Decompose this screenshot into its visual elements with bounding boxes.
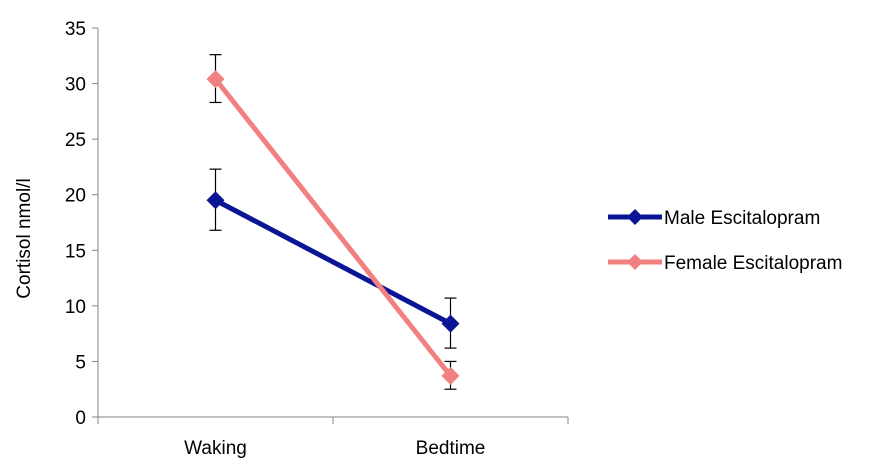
y-tick-label: 35 <box>65 19 86 40</box>
y-tick-label: 25 <box>65 130 86 151</box>
x-tick-label: Bedtime <box>416 438 486 459</box>
x-tick-label: Waking <box>184 438 247 459</box>
legend: Male Escitalopram Female Escitalopram <box>608 208 842 274</box>
legend-entry-2: Female Escitalopram <box>608 253 842 274</box>
data-point <box>441 314 460 333</box>
series-layer <box>206 54 460 390</box>
legend-label: Female Escitalopram <box>664 253 842 274</box>
data-point <box>441 366 460 385</box>
legend-swatch-marker <box>627 209 643 225</box>
axes: 0 5 10 15 20 25 30 35 Waking Bedtime Cortisol nmol… <box>14 19 569 459</box>
legend-entry-1: Male Escitalopram <box>608 208 820 229</box>
y-tick-label: 20 <box>65 186 86 207</box>
legend-label: Male Escitalopram <box>664 208 820 229</box>
series-1 <box>206 168 460 349</box>
y-tick-label: 15 <box>65 241 86 262</box>
series-line <box>213 77 453 378</box>
data-point <box>206 191 225 210</box>
data-point <box>206 70 225 89</box>
y-tick-label: 30 <box>65 75 86 96</box>
series-line <box>214 198 452 326</box>
y-tick-label: 0 <box>75 408 86 429</box>
y-tick-label: 5 <box>75 352 86 373</box>
series-2 <box>206 54 460 390</box>
y-tick-label: 10 <box>65 297 86 318</box>
y-axis-title: Cortisol nmol/l <box>14 178 35 298</box>
legend-swatch-marker <box>627 254 643 270</box>
